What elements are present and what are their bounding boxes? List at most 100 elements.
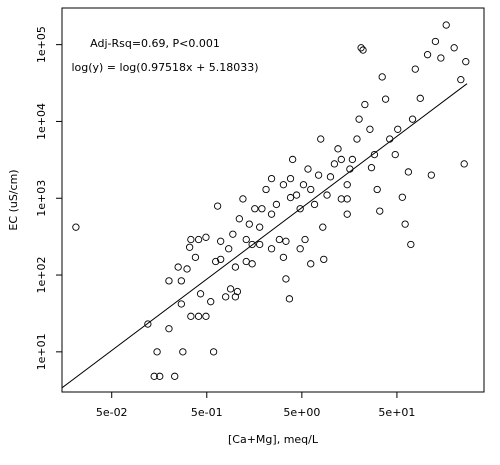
point: [319, 223, 327, 231]
x-tick-label: 5e+01: [378, 406, 415, 419]
point: [165, 325, 173, 333]
point: [185, 243, 194, 251]
plot-frame: [61, 7, 485, 393]
point: [323, 191, 331, 199]
point: [310, 200, 319, 209]
point: [150, 372, 158, 380]
point: [217, 255, 225, 264]
x-tick-label: 5e-01: [191, 406, 223, 419]
point: [279, 181, 288, 189]
point: [408, 115, 417, 123]
point: [272, 200, 281, 209]
point: [386, 135, 394, 143]
point: [346, 165, 354, 173]
point: [307, 260, 315, 268]
point: [174, 263, 182, 271]
point: [407, 240, 415, 249]
point: [326, 173, 335, 181]
point: [213, 202, 222, 210]
point: [359, 46, 367, 54]
point: [457, 76, 465, 84]
point: [288, 155, 297, 164]
point: [348, 155, 357, 164]
point: [187, 235, 195, 244]
point: [196, 290, 205, 298]
point: [301, 235, 309, 244]
point: [330, 160, 339, 168]
point: [401, 220, 409, 228]
point: [343, 195, 351, 203]
point: [355, 115, 363, 123]
point: [194, 235, 203, 244]
point: [357, 44, 365, 52]
point: [378, 73, 386, 81]
point: [296, 245, 304, 253]
point: [258, 205, 266, 213]
point: [202, 233, 210, 241]
point: [267, 210, 276, 218]
fit-line: [61, 83, 468, 389]
point: [423, 51, 432, 59]
point: [191, 253, 200, 261]
point: [376, 207, 384, 215]
point: [404, 168, 413, 176]
point: [304, 165, 312, 173]
point: [286, 193, 295, 202]
y-tick-label: 1e+02: [35, 257, 48, 294]
point: [398, 193, 406, 201]
point: [222, 293, 230, 301]
y-tick-label: 1e+03: [35, 180, 48, 217]
point: [343, 210, 351, 218]
point: [231, 263, 240, 271]
point: [72, 223, 80, 231]
point: [320, 255, 328, 264]
point: [285, 295, 294, 303]
point: [256, 223, 264, 231]
point: [239, 195, 247, 203]
point: [187, 312, 195, 320]
point: [153, 348, 161, 356]
annotation: log(y) = log(0.97518x + 5.18033): [71, 61, 258, 74]
point: [431, 37, 440, 46]
point: [299, 181, 308, 189]
point: [282, 237, 290, 245]
point: [226, 285, 235, 293]
x-tick-label: 5e-02: [96, 406, 128, 419]
point: [245, 220, 253, 228]
point: [275, 235, 284, 244]
point: [334, 145, 342, 153]
point: [370, 150, 379, 159]
point: [394, 125, 402, 133]
point: [314, 171, 323, 179]
point: [207, 298, 215, 306]
point: [296, 205, 304, 213]
point: [144, 320, 152, 328]
annotation: Adj-Rsq=0.69, P<0.001: [90, 37, 220, 50]
point: [391, 150, 399, 159]
x-axis-title: [Ca+Mg], meq/L: [228, 433, 319, 446]
y-tick-label: 1e+01: [35, 333, 48, 370]
point: [267, 174, 276, 183]
point: [307, 185, 315, 194]
point: [353, 135, 361, 143]
point: [242, 257, 250, 266]
point: [177, 277, 185, 285]
point: [381, 95, 390, 103]
point: [286, 174, 295, 183]
point: [248, 240, 256, 249]
point: [233, 287, 242, 296]
point: [442, 21, 450, 29]
point: [450, 44, 458, 52]
point: [427, 171, 435, 179]
point: [437, 54, 445, 62]
point: [337, 155, 345, 164]
point: [279, 253, 288, 261]
point: [229, 230, 237, 238]
point: [209, 348, 218, 356]
point: [292, 191, 301, 199]
point: [282, 275, 290, 283]
point: [183, 265, 191, 273]
y-tick-label: 1e+04: [35, 103, 48, 140]
point: [235, 215, 243, 223]
